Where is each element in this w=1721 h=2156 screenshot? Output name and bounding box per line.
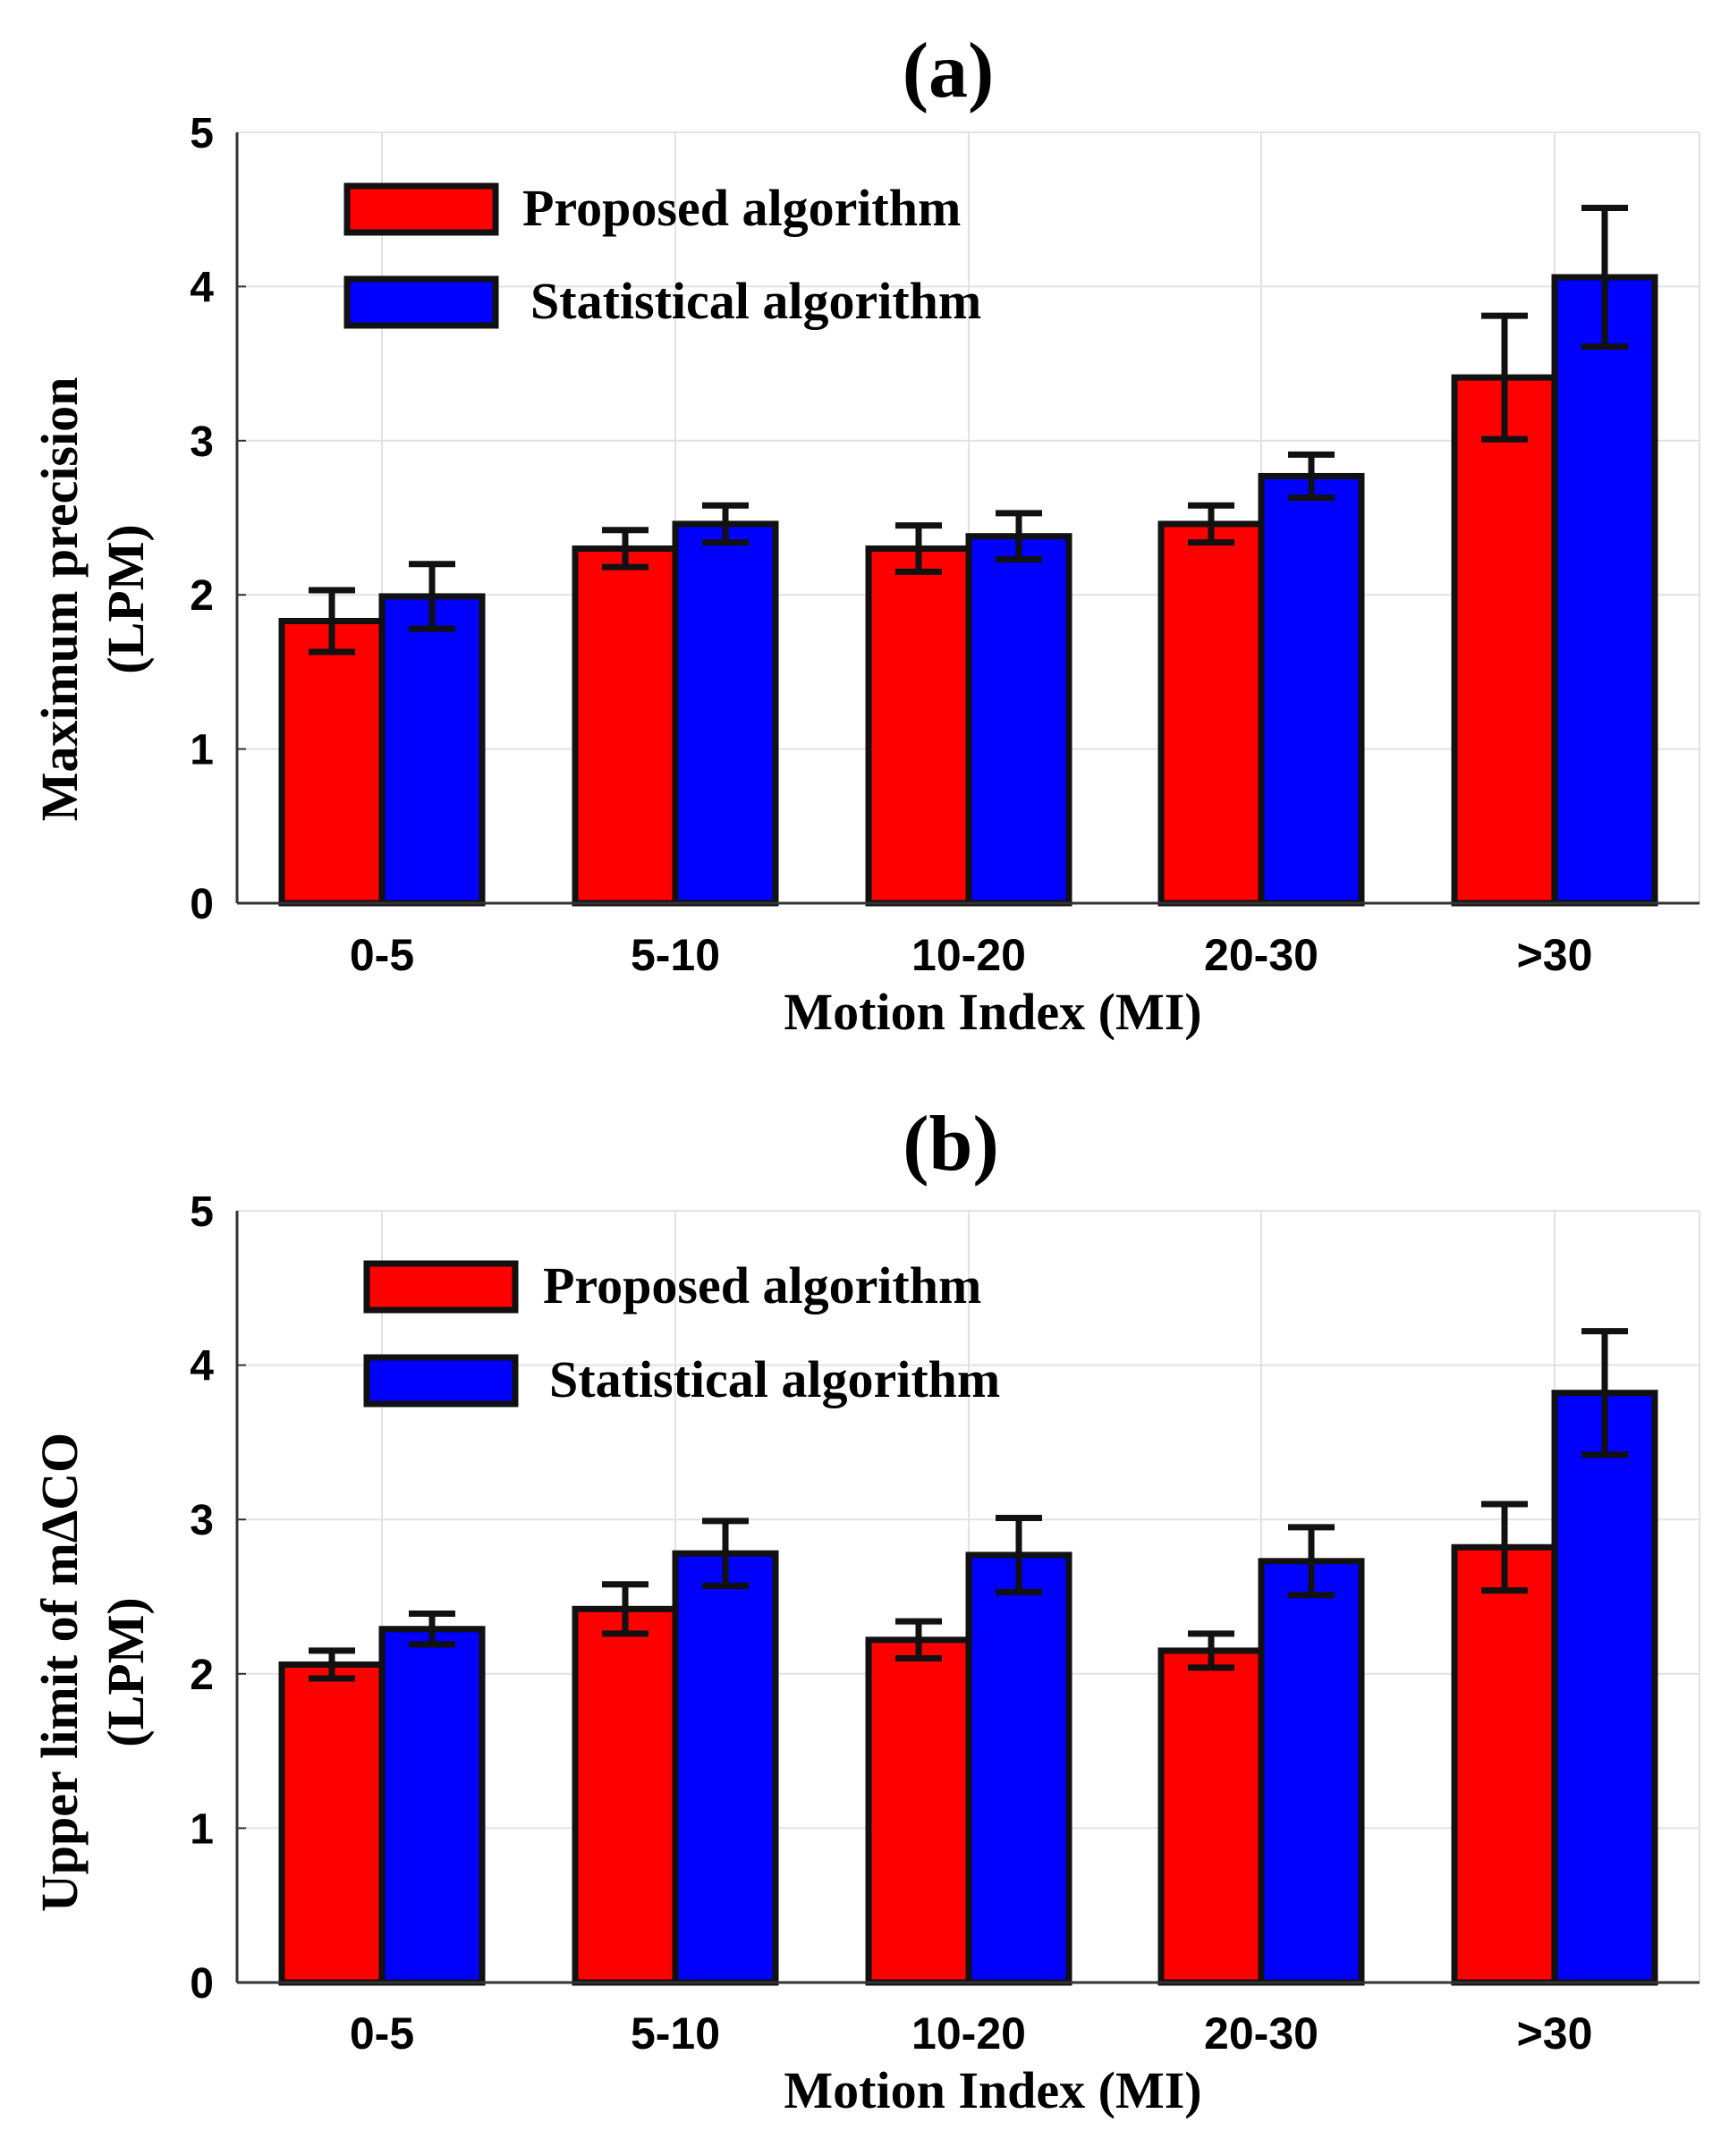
panel-a: (a) 0 1 2 3 4 5 0-5 5-10 10-20 20-30 >30 Motion In… — [30, 28, 1700, 1041]
legend: Proposed algorithm Statistical algorithm — [343, 179, 981, 330]
legend-swatch-proposed — [363, 1260, 519, 1314]
y-axis-label-line-1: Maximum precision — [30, 377, 89, 822]
bar-proposed — [865, 545, 972, 907]
bar-statistical — [1258, 1558, 1365, 1986]
legend: Proposed algorithm Statistical algorithm — [363, 1256, 1000, 1408]
bar-statistical — [378, 1626, 486, 1986]
bar-statistical — [1551, 274, 1658, 907]
x-tick-label: 10-20 — [911, 930, 1026, 980]
error-bar — [996, 510, 1042, 563]
bar-statistical — [965, 533, 1072, 907]
plot-area: 0 1 2 3 4 5 0-5 5-10 10-20 20-30 >30 — [190, 110, 1700, 980]
x-tick-label: 5-10 — [631, 930, 720, 980]
legend-label-statistical: Statistical algorithm — [530, 272, 981, 330]
bar-statistical — [378, 593, 486, 907]
bar-proposed — [278, 1661, 386, 1986]
y-tick-label: 0 — [190, 1960, 214, 2008]
error-bar — [1481, 1501, 1528, 1594]
error-bar — [1581, 1328, 1628, 1458]
error-bar — [602, 1581, 649, 1637]
chart-title: (a) — [903, 28, 995, 114]
y-tick-label: 3 — [190, 1497, 214, 1544]
legend-swatch-proposed — [343, 182, 499, 236]
error-bar — [309, 587, 355, 655]
y-tick-label: 5 — [190, 110, 214, 157]
error-bar — [409, 561, 455, 632]
bar-proposed — [1157, 520, 1265, 907]
x-tick-label: 10-20 — [911, 2008, 1026, 2059]
bar-statistical — [672, 1550, 779, 1986]
error-bar — [702, 502, 749, 546]
legend-swatch-statistical — [343, 275, 499, 329]
bar-proposed — [572, 1605, 679, 1986]
x-axis-label: Motion Index (MI) — [784, 983, 1201, 1041]
error-bar — [1288, 1524, 1335, 1599]
bar-proposed — [572, 545, 679, 907]
error-bar — [309, 1647, 355, 1682]
legend-label-proposed: Proposed algorithm — [522, 179, 961, 237]
bar-proposed — [278, 618, 386, 907]
error-bar — [1581, 204, 1628, 351]
y-tick-label: 2 — [190, 572, 214, 620]
x-tick-label: 5-10 — [631, 2008, 720, 2059]
error-bar — [1481, 312, 1528, 443]
y-axis-label-line-2: (LPM) — [97, 1597, 155, 1747]
y-axis-label-line-2: (LPM) — [97, 524, 155, 674]
bar-proposed — [1451, 374, 1558, 907]
error-bar — [996, 1514, 1042, 1595]
bar-proposed — [865, 1636, 972, 1986]
y-tick-label: 5 — [190, 1188, 214, 1236]
y-axis-label-line-1: Upper limit of mΔCO — [30, 1433, 89, 1912]
x-tick-label: 0-5 — [350, 930, 414, 980]
y-tick-label: 0 — [190, 881, 214, 928]
y-tick-label: 2 — [190, 1652, 214, 1699]
bar-statistical — [672, 520, 779, 907]
x-tick-label: 20-30 — [1204, 2008, 1318, 2059]
x-axis-label: Motion Index (MI) — [784, 2061, 1201, 2119]
y-tick-label: 1 — [190, 1805, 214, 1853]
bar-statistical — [965, 1551, 1072, 1986]
y-tick-label: 4 — [190, 1343, 214, 1391]
bar-proposed — [1157, 1647, 1265, 1986]
x-tick-label: >30 — [1517, 2008, 1593, 2059]
error-bar — [702, 1518, 749, 1589]
x-tick-label: 20-30 — [1204, 930, 1318, 980]
bar-statistical — [1551, 1390, 1658, 1986]
legend-swatch-statistical — [363, 1354, 519, 1408]
y-tick-label: 3 — [190, 419, 214, 466]
x-tick-label: >30 — [1517, 930, 1593, 980]
legend-label-proposed: Proposed algorithm — [543, 1256, 981, 1315]
plot-area: 0 1 2 3 4 5 0-5 5-10 10-20 20-30 >30 — [190, 1188, 1700, 2059]
bar-statistical — [1258, 472, 1365, 907]
y-tick-label: 4 — [190, 264, 214, 311]
error-bar — [895, 1618, 942, 1662]
y-tick-label: 1 — [190, 727, 214, 774]
bar-proposed — [1451, 1543, 1558, 1986]
panel-b: (b) 0 1 2 3 4 5 0-5 5-10 10-20 20-30 >30 Motion In… — [30, 1101, 1700, 2119]
error-bar — [1188, 1630, 1234, 1671]
error-bar — [409, 1610, 455, 1648]
x-tick-label: 0-5 — [350, 2008, 414, 2059]
legend-label-statistical: Statistical algorithm — [549, 1350, 1000, 1408]
error-bar — [1288, 451, 1335, 502]
error-bar — [602, 527, 649, 571]
error-bar — [895, 522, 942, 575]
chart-title: (b) — [903, 1101, 999, 1188]
error-bar — [1188, 502, 1234, 546]
